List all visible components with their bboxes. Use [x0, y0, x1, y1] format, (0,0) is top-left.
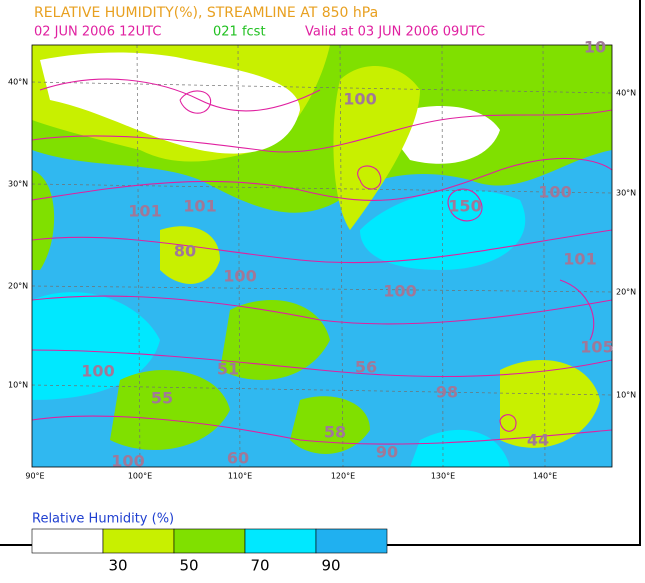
- legend-label: 90: [321, 557, 340, 575]
- lon-label: 140°E: [533, 472, 557, 481]
- contour-label: 90: [376, 443, 398, 462]
- lat-label: 20°N: [616, 288, 636, 297]
- lon-label: 120°E: [331, 472, 355, 481]
- legend-label: 50: [179, 557, 198, 575]
- title: RELATIVE HUMIDITY(%), STREAMLINE AT 850 …: [34, 5, 378, 21]
- contour-label: 100: [383, 282, 416, 301]
- contour-label: 150: [448, 197, 481, 216]
- lon-label: 100°E: [128, 472, 152, 481]
- lon-label: 110°E: [228, 472, 252, 481]
- contour-label: 101: [128, 202, 161, 221]
- contour-label: 105: [580, 338, 613, 357]
- lat-label: 10°N: [616, 391, 636, 400]
- legend-title: Relative Humidity (%): [32, 512, 174, 527]
- contour-label: 10: [584, 38, 606, 57]
- contour-label: 100: [538, 183, 571, 202]
- lon-label: 130°E: [431, 472, 455, 481]
- init-time: 02 JUN 2006 12UTC: [34, 25, 161, 40]
- contour-label: 100: [223, 267, 256, 286]
- streamlines: [31, 78, 613, 445]
- contour-label: 60: [227, 449, 249, 468]
- contour-label: 56: [355, 358, 377, 377]
- contour-label: 98: [436, 383, 458, 402]
- valid-time: Valid at 03 JUN 2006 09UTC: [305, 25, 485, 40]
- legend-swatch: [244, 528, 317, 554]
- contour-label: 58: [324, 423, 346, 442]
- legend-swatch: [173, 528, 246, 554]
- legend-label: 30: [108, 557, 127, 575]
- legend-swatch: [315, 528, 388, 554]
- lat-label: 40°N: [616, 89, 636, 98]
- contour-label: 55: [151, 389, 173, 408]
- labels: 40°N 30°N 20°N 10°N 40°N 30°N 20°N 10°N 90°E 100°…: [8, 38, 636, 481]
- forecast-hour: 021 fcst: [213, 25, 266, 40]
- legend: 30 50 70 90: [31, 528, 388, 575]
- lat-label: 30°N: [616, 189, 636, 198]
- legend-swatch: [31, 528, 104, 554]
- contour-label: 101: [183, 197, 216, 216]
- lat-label: 30°N: [8, 180, 28, 189]
- contour-label: 51: [217, 360, 239, 379]
- legend-swatch: [102, 528, 175, 554]
- lon-label: 90°E: [25, 472, 44, 481]
- contour-label: 100: [343, 90, 376, 109]
- contour-label: 101: [563, 250, 596, 269]
- contour-label: 100: [111, 452, 144, 471]
- contour-label: 100: [81, 362, 114, 381]
- contour-label: 80: [174, 242, 196, 261]
- map-field: [32, 45, 612, 467]
- contour-label: 44: [527, 431, 549, 450]
- lat-label: 10°N: [8, 381, 28, 390]
- legend-label: 70: [250, 557, 269, 575]
- map-frame: [31, 44, 613, 468]
- lat-label: 20°N: [8, 282, 28, 291]
- lat-label: 40°N: [8, 78, 28, 87]
